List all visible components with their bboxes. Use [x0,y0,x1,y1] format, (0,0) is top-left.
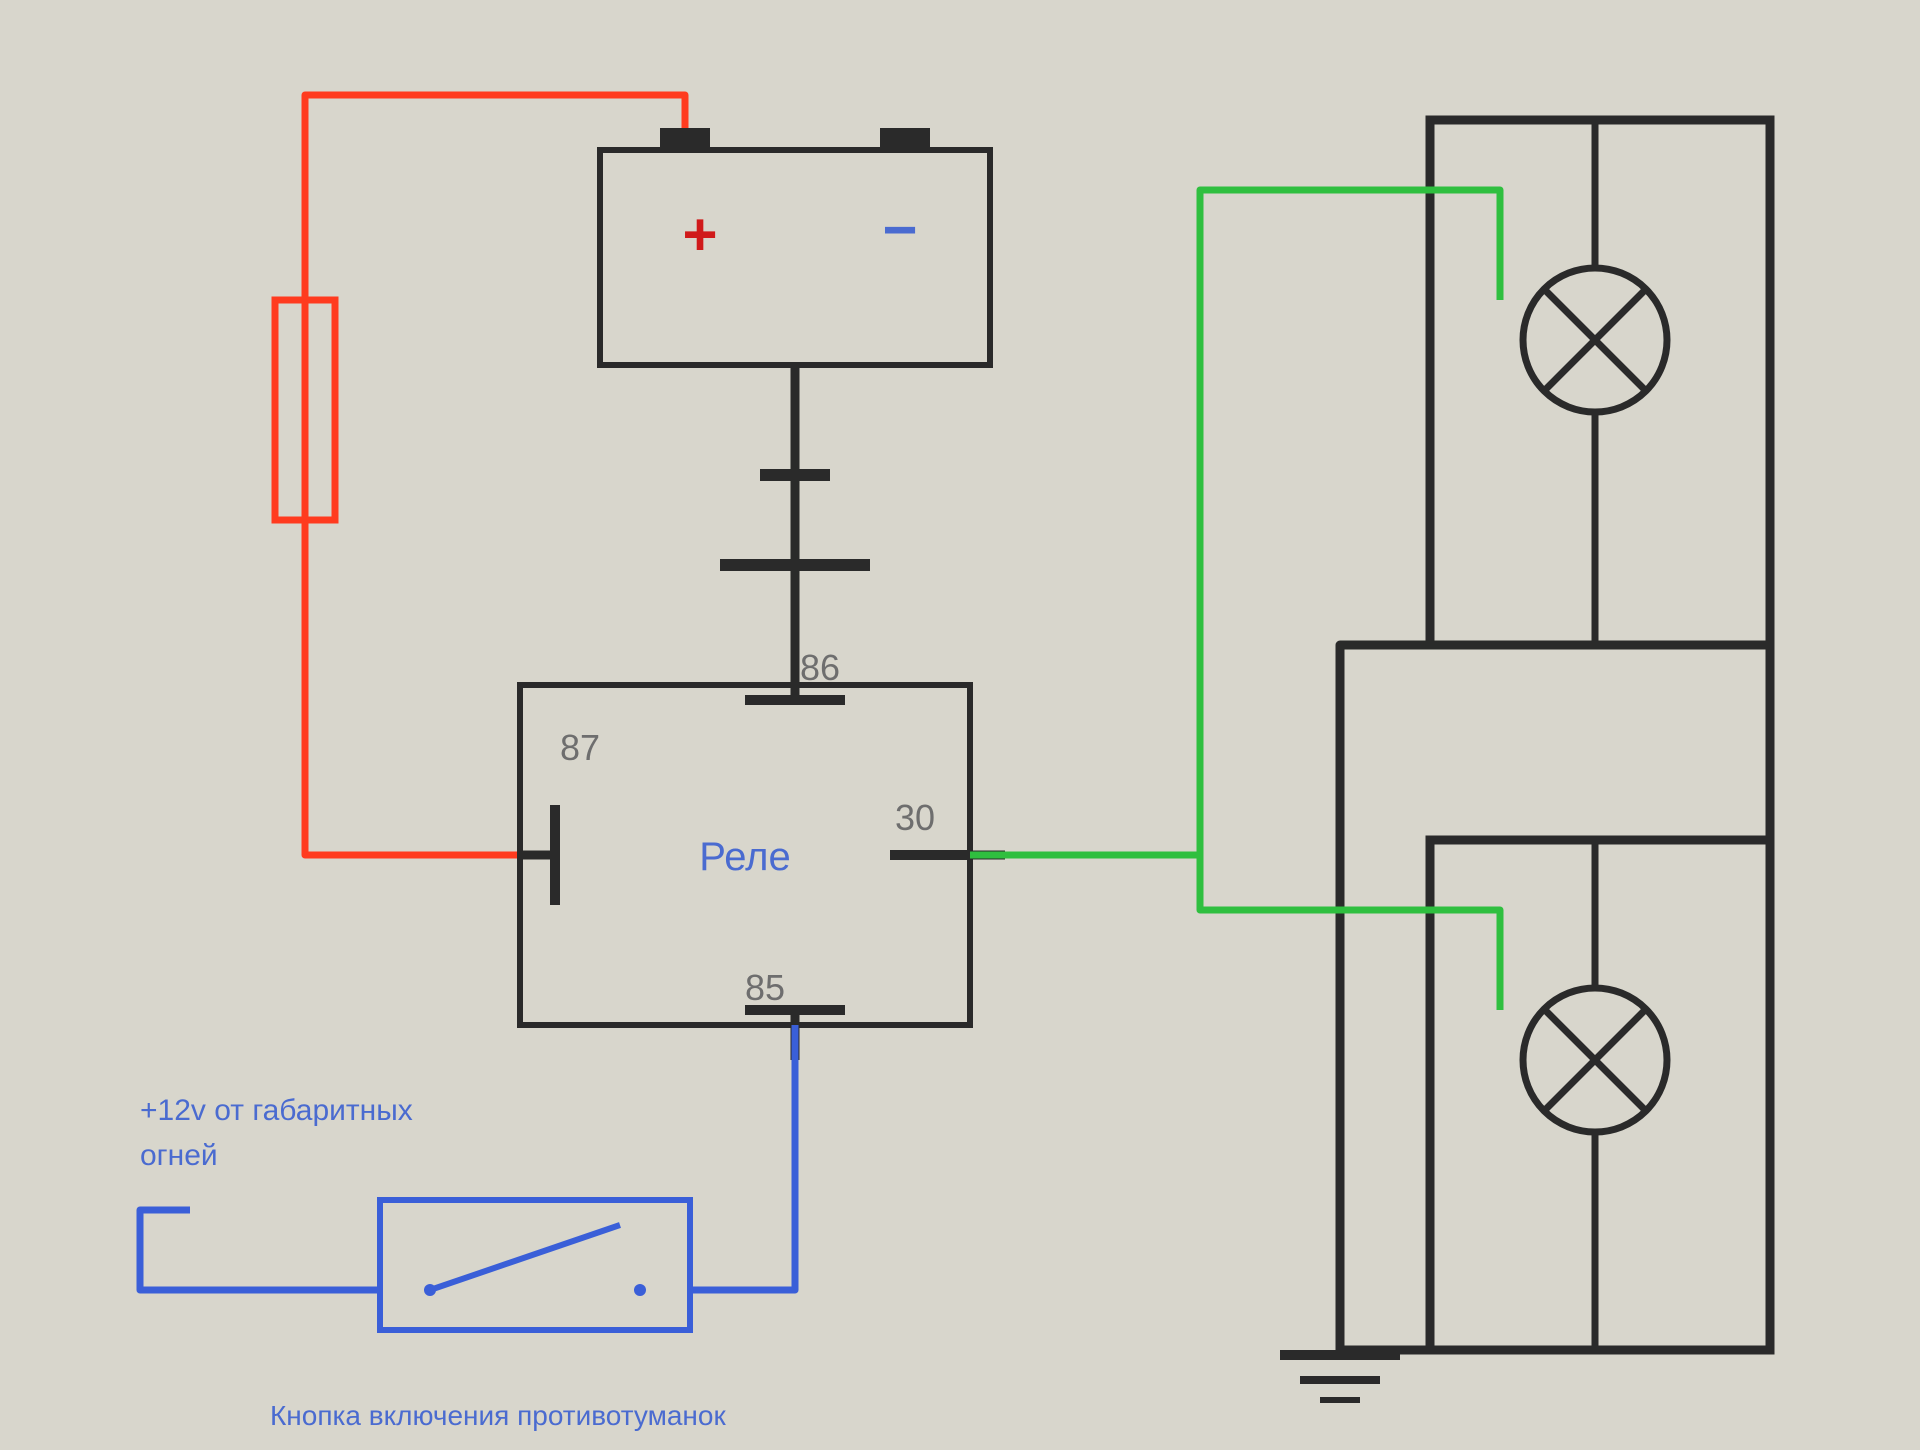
wiring-diagram: + − 86 87 30 85 Реле [0,0,1920,1450]
battery-minus: − [882,196,917,263]
relay-label: Реле [699,835,790,879]
pin-30: 30 [895,797,935,838]
battery-plus: + [682,201,717,268]
pin-85: 85 [745,967,785,1008]
pin-87: 87 [560,727,600,768]
button-caption: Кнопка включения противотуманок [270,1400,726,1431]
bg [0,0,1920,1450]
source-caption-line1: +12v от габаритных [140,1094,413,1127]
source-caption-line2: огней [140,1139,218,1172]
pin-86: 86 [800,647,840,688]
